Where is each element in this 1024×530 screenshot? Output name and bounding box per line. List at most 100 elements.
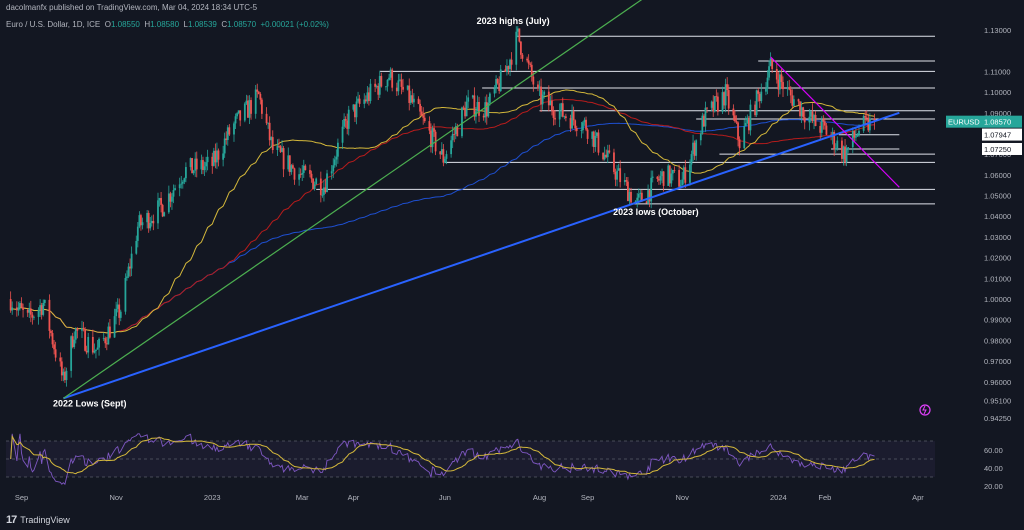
candle-body	[569, 118, 572, 129]
candle-body	[802, 107, 805, 118]
brand-name: TradingView	[20, 515, 70, 525]
candle	[206, 149, 209, 171]
candle	[183, 177, 186, 185]
candle	[51, 330, 54, 348]
annotations: 2023 highs (July) 2023 lows (October) 2022…	[53, 16, 699, 408]
candle	[572, 106, 575, 126]
candle	[734, 110, 736, 123]
change-value: +0.00021 (+0.02%)	[260, 20, 329, 29]
candle	[419, 99, 421, 117]
candle	[552, 106, 555, 126]
candle-body	[352, 104, 355, 110]
price-tick-label: 1.10000	[984, 88, 1011, 97]
candle-body	[17, 307, 20, 311]
candle-body	[453, 133, 456, 135]
candle-body	[791, 95, 794, 106]
candle	[541, 89, 544, 110]
candle-body	[668, 165, 671, 184]
candle	[222, 145, 225, 167]
candle	[467, 89, 470, 109]
candle-body	[637, 193, 640, 198]
candle-body	[679, 185, 682, 187]
candle-body	[695, 140, 698, 156]
candle	[191, 158, 194, 174]
candle	[670, 168, 673, 187]
axes: 1.130001.110001.100001.090001.080001.070…	[15, 26, 1011, 502]
alert-icon[interactable]	[919, 404, 931, 416]
candle-body	[189, 158, 192, 168]
candle	[628, 187, 631, 205]
candle-body	[375, 85, 378, 87]
candle	[243, 102, 246, 123]
candle	[98, 337, 100, 356]
candle	[357, 91, 359, 104]
candle-body	[433, 128, 435, 132]
candle-body	[754, 104, 756, 116]
candle-body	[200, 160, 203, 170]
candle-body	[380, 76, 383, 87]
candle	[267, 122, 270, 129]
candle-body	[116, 304, 119, 309]
candle	[746, 114, 749, 125]
candle-body	[834, 148, 837, 150]
candle	[580, 121, 583, 139]
candle	[659, 170, 662, 185]
candle-body	[256, 89, 259, 92]
candle	[71, 332, 74, 349]
candle-body	[138, 215, 141, 227]
candle-body	[847, 147, 850, 150]
candle-body	[771, 58, 774, 69]
candle	[667, 163, 670, 186]
candle	[575, 125, 578, 137]
candle	[529, 62, 532, 68]
candle-body	[554, 117, 556, 120]
candle-body	[602, 152, 605, 160]
candle-body	[428, 121, 431, 131]
candle	[226, 125, 229, 146]
candle-body	[406, 85, 409, 90]
candle-body	[775, 68, 778, 80]
candle	[355, 96, 358, 125]
candle	[856, 132, 859, 137]
candle-body	[811, 111, 814, 122]
time-tick-label: Aug	[533, 493, 546, 502]
candle	[769, 52, 772, 67]
candle	[119, 309, 122, 322]
candle	[865, 110, 868, 122]
price-label-symbol: EURUSD	[948, 118, 980, 127]
candle-body	[617, 168, 620, 171]
candle	[256, 83, 259, 98]
candle-body	[440, 149, 443, 155]
candle-body	[212, 150, 215, 166]
candle	[309, 164, 311, 178]
candle	[803, 109, 806, 130]
candle-body	[29, 308, 32, 315]
candle-body	[495, 78, 497, 89]
candle-body	[385, 86, 387, 88]
candle	[844, 138, 846, 166]
candle-body	[268, 122, 271, 141]
candle-body	[478, 101, 480, 116]
candle-body	[656, 176, 659, 179]
candle	[532, 72, 535, 92]
candle	[496, 78, 499, 85]
time-tick-label: Nov	[676, 493, 690, 502]
candle	[498, 76, 501, 94]
candle-body	[234, 116, 237, 124]
candle-body	[84, 329, 86, 351]
candle	[771, 57, 774, 73]
candle	[864, 110, 867, 126]
candle	[668, 165, 671, 188]
candle-body	[853, 131, 856, 138]
candle	[547, 85, 550, 112]
candle	[703, 113, 705, 127]
candle	[571, 104, 573, 129]
candle-body	[575, 128, 578, 131]
candle-body	[703, 115, 705, 127]
candle-body	[391, 69, 394, 88]
footer-brand[interactable]: 17 TradingView	[6, 514, 70, 526]
rsi-pane	[6, 433, 935, 486]
candle-body	[765, 88, 767, 92]
candle	[645, 200, 648, 204]
